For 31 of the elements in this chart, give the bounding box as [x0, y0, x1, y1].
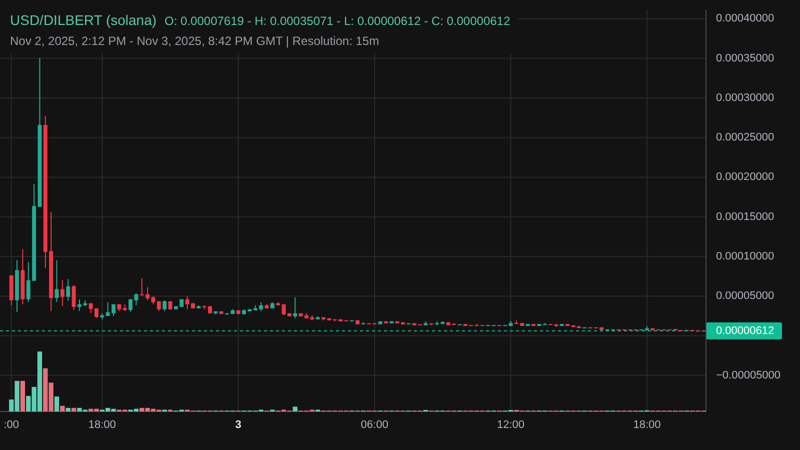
x-tick-label: 18:00 — [633, 419, 661, 431]
ref-line-label: 0.00000612 — [716, 324, 774, 337]
candlestick — [66, 278, 70, 302]
y-tick-label: 0.00025000 — [716, 132, 774, 144]
bar — [60, 406, 65, 412]
chart-title: USD/DILBERT (solana) — [10, 12, 157, 28]
text: Nov 2, 2025, 2:12 PM - Nov 3, 2025, 8:42 PM GMT | Resolution: 15m — [10, 34, 380, 48]
bar — [20, 380, 26, 412]
bar — [54, 396, 60, 412]
x-tick-label: :00 — [4, 419, 19, 431]
y-tick-label: 0.00020000 — [716, 171, 774, 184]
y-tick-label: 0.00035000 — [716, 52, 774, 64]
bar — [71, 408, 76, 412]
candlestick — [54, 260, 59, 302]
x-tick-label: 18:00 — [88, 419, 116, 431]
x-tick-label: 3 — [235, 419, 242, 431]
y-tick-label: −0.00005000 — [716, 369, 781, 382]
y-tick-label: 0.00040000 — [716, 12, 774, 25]
y-tick-label: 0.00010000 — [716, 250, 774, 262]
candlestick — [60, 280, 64, 306]
bar — [66, 408, 70, 412]
candlestick — [72, 284, 76, 310]
bar — [292, 406, 298, 412]
candlestick — [162, 300, 167, 312]
y-tick-label: 0.00030000 — [716, 92, 774, 104]
y-tick-label: 0.00015000 — [716, 210, 774, 223]
x-tick-label: 06:00 — [360, 419, 388, 431]
annotation: O: 0.00007619 - H: 0.00035071 - L: 0.00000612 - C: 0.00000612 — [164, 14, 510, 28]
candlestick — [293, 296, 298, 319]
x-tick-label: 12:00 — [497, 419, 525, 431]
y-tick-label: 0.00005000 — [716, 290, 774, 302]
